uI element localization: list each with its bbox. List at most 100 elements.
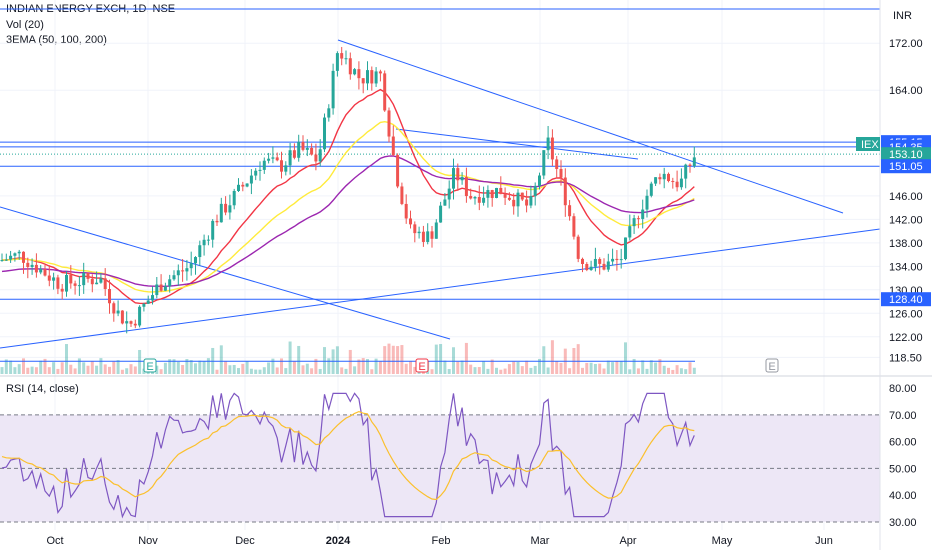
volume-bar <box>65 344 68 374</box>
candle-body <box>133 323 137 326</box>
rsi-axis[interactable]: 80.00 70.00 60.00 50.00 40.00 30.00 <box>889 383 917 529</box>
volume-bar <box>116 360 120 374</box>
ema-line <box>2 88 695 305</box>
time-tick-label: Apr <box>619 535 636 547</box>
volume-bar <box>516 362 520 374</box>
candle-body <box>211 220 215 240</box>
candle-body <box>340 53 344 59</box>
trendlines[interactable] <box>0 39 881 349</box>
candle-body <box>280 160 283 172</box>
candle-body <box>460 177 464 181</box>
candle-body <box>22 251 25 263</box>
volume-bar <box>555 360 559 374</box>
horizontal-levels[interactable] <box>0 8 880 300</box>
price-tick-label: 134.00 <box>889 261 923 273</box>
volume-bar <box>30 366 34 374</box>
volume-bar <box>559 362 563 374</box>
volume-bar <box>581 367 584 374</box>
volume-bar <box>649 360 653 374</box>
candle-body <box>17 251 21 254</box>
candle-body <box>0 260 4 262</box>
candle-body <box>520 192 524 200</box>
candle-body <box>258 169 262 171</box>
candle-body <box>576 236 580 259</box>
candle-body <box>628 226 632 238</box>
candle-body <box>43 268 47 276</box>
candle-body <box>473 197 477 199</box>
volume-bar <box>120 369 124 374</box>
volume-bar <box>112 361 116 374</box>
time-tick-label: Feb <box>432 535 451 547</box>
candle-body <box>310 147 314 155</box>
volume-bar <box>52 362 56 374</box>
trendline <box>0 228 881 349</box>
currency-label: INR <box>893 10 912 22</box>
candle-body <box>305 147 309 150</box>
candle-body <box>116 310 120 314</box>
candle-body <box>366 70 369 84</box>
candle-body <box>675 181 679 188</box>
earnings-marker-label: E <box>418 361 425 373</box>
price-tick-label: 142.00 <box>889 214 923 226</box>
candle-body <box>692 157 696 166</box>
candle-body <box>430 231 434 239</box>
candle-body <box>615 258 619 261</box>
candle-body <box>284 165 288 172</box>
volume-bar <box>168 359 172 374</box>
time-tick-label: 2024 <box>326 535 351 547</box>
candle-body <box>267 158 271 161</box>
candle-body <box>172 275 176 280</box>
earnings-marker <box>415 358 429 373</box>
volume-bar <box>443 360 447 374</box>
volume-indicator-label[interactable]: Vol (20) <box>6 19 44 31</box>
candle-body <box>456 168 460 181</box>
candle-body <box>593 258 597 267</box>
volume-bar <box>550 340 554 374</box>
candle-body <box>645 195 649 210</box>
time-tick-label: Jun <box>815 535 833 547</box>
time-axis[interactable]: Oct Nov Dec 2024 Feb Mar Apr May Jun <box>46 535 832 547</box>
rsi-indicator-label[interactable]: RSI (14, close) <box>6 383 79 395</box>
candle-body <box>361 78 365 84</box>
candle-body <box>353 69 357 75</box>
volume-bar <box>383 346 387 374</box>
volume-bar <box>228 365 232 374</box>
candle-body <box>684 164 688 179</box>
volume-bar <box>224 361 228 374</box>
candle-body <box>598 258 602 264</box>
volume-bar <box>636 368 640 374</box>
volume-bar <box>310 368 314 374</box>
candle-body <box>65 274 68 292</box>
volume-bars <box>0 340 696 374</box>
volume-bar <box>172 359 176 374</box>
candle-body <box>439 205 443 223</box>
time-tick-label: Mar <box>531 535 550 547</box>
volume-bar <box>593 363 597 374</box>
volume-bar <box>576 344 580 374</box>
candle-body <box>378 71 382 74</box>
candle-body <box>447 188 451 200</box>
volume-bar <box>39 360 43 374</box>
volume-bar <box>17 364 21 374</box>
volume-bar <box>409 361 412 374</box>
candle-body <box>417 231 421 234</box>
volume-bar <box>271 358 275 374</box>
time-tick-label: Nov <box>138 535 158 547</box>
volume-bar <box>125 368 129 374</box>
candle-body <box>288 150 292 166</box>
candle-body <box>606 261 610 270</box>
candle-body <box>426 231 430 242</box>
volume-bar <box>464 342 468 374</box>
volume-bar <box>323 347 326 374</box>
volume-bar <box>641 360 645 374</box>
candle-body <box>155 284 159 296</box>
volume-bar <box>357 359 361 374</box>
volume-bar <box>430 369 434 374</box>
volume-bar <box>439 344 443 374</box>
volume-bar <box>95 365 99 374</box>
ticker-tag: IEX <box>856 137 880 151</box>
price-axis[interactable]: 172.00164.00155.15154.35153.10151.05146.… <box>881 38 931 364</box>
candle-body <box>95 282 99 285</box>
